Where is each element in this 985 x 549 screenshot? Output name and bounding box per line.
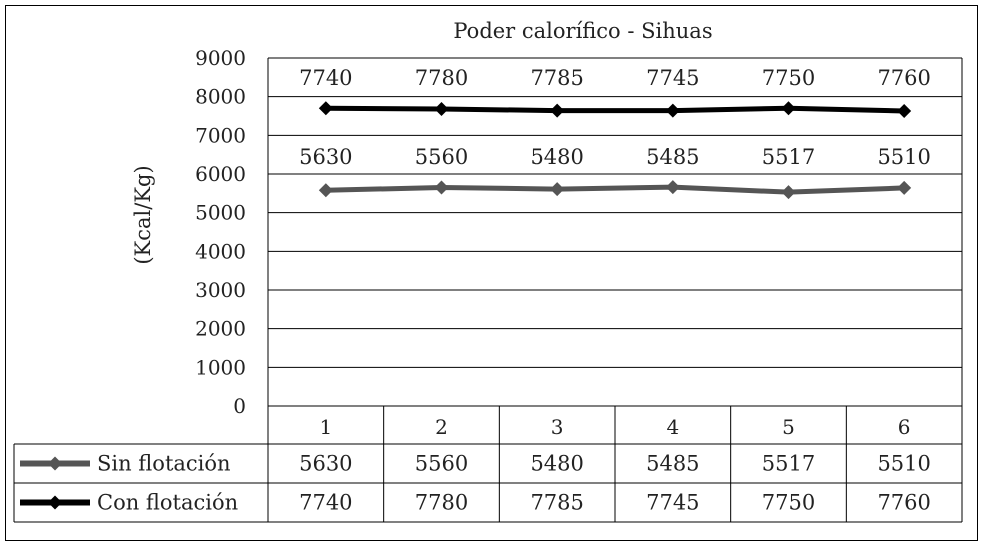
y-tick-label: 9000 xyxy=(195,46,246,70)
data-label: 7785 xyxy=(530,66,583,90)
table-cell: 5480 xyxy=(530,452,583,476)
x-tick-label: 5 xyxy=(782,415,795,439)
data-label: 7750 xyxy=(762,66,815,90)
data-label: 7745 xyxy=(646,66,699,90)
legend-key-marker xyxy=(48,495,62,510)
data-label: 5630 xyxy=(299,145,352,169)
data-point-marker xyxy=(665,103,680,118)
table-cell: 5517 xyxy=(762,452,815,476)
data-point-marker xyxy=(550,103,565,118)
y-tick-label: 7000 xyxy=(195,123,246,147)
data-label: 5510 xyxy=(877,145,930,169)
table-cell: 5510 xyxy=(877,452,930,476)
table-cell: 7785 xyxy=(530,491,583,515)
table-cell: 5630 xyxy=(299,452,352,476)
legend-label: Sin flotación xyxy=(97,452,231,476)
y-tick-label: 1000 xyxy=(195,355,246,379)
data-point-marker xyxy=(897,103,912,118)
legend-label: Con flotación xyxy=(97,491,238,515)
chart-frame xyxy=(5,5,978,541)
data-point-marker xyxy=(897,180,912,195)
series-lines xyxy=(318,101,912,200)
x-tick-label: 2 xyxy=(435,415,448,439)
x-tick-label: 6 xyxy=(898,415,911,439)
data-table: 1 2 3 4 5 6 Sin flotación 5630 5560 5480 5485 5517 5… xyxy=(13,406,963,523)
y-tick-label: 8000 xyxy=(195,85,246,109)
data-point-marker xyxy=(781,185,796,200)
data-point-marker xyxy=(665,180,680,195)
data-point-marker xyxy=(434,180,449,195)
data-label: 5480 xyxy=(530,145,583,169)
data-point-marker xyxy=(550,182,565,197)
data-labels: 5630 5560 5480 5485 5517 5510 7740 7780 7785 7745… xyxy=(299,66,931,169)
data-point-marker xyxy=(318,183,333,198)
table-cell: 5560 xyxy=(415,452,468,476)
y-tick-label: 6000 xyxy=(195,162,246,186)
y-tick-label: 3000 xyxy=(195,278,246,302)
data-point-marker xyxy=(781,101,796,116)
y-axis-ticks: 0 1000 2000 3000 4000 5000 6000 7000 8000 9000 xyxy=(195,46,246,418)
table-cell: 7780 xyxy=(415,491,468,515)
table-cell: 5485 xyxy=(646,452,699,476)
data-point-marker xyxy=(318,101,333,116)
y-axis-label: (Kcal/Kg) xyxy=(131,165,155,264)
data-label: 5560 xyxy=(415,145,468,169)
data-label: 5517 xyxy=(762,145,815,169)
data-label: 7740 xyxy=(299,66,352,90)
data-label: 7760 xyxy=(877,66,930,90)
table-cell: 7760 xyxy=(877,491,930,515)
chart-title: Poder calorífico - Sihuas xyxy=(453,19,712,43)
data-label: 5485 xyxy=(646,145,699,169)
table-cell: 7745 xyxy=(646,491,699,515)
data-point-marker xyxy=(434,102,449,117)
series-line-con-flotacion xyxy=(325,105,905,114)
y-tick-label: 2000 xyxy=(195,317,246,341)
data-label: 7780 xyxy=(415,66,468,90)
table-cell: 7750 xyxy=(762,491,815,515)
series-line-sin-flotacion xyxy=(325,184,905,195)
table-cell: 7740 xyxy=(299,491,352,515)
x-tick-label: 1 xyxy=(319,415,332,439)
y-tick-label: 0 xyxy=(233,394,246,418)
x-tick-label: 4 xyxy=(666,415,679,439)
y-tick-label: 5000 xyxy=(195,201,246,225)
legend-key-marker xyxy=(48,456,62,471)
x-tick-label: 3 xyxy=(551,415,564,439)
y-tick-label: 4000 xyxy=(195,239,246,263)
